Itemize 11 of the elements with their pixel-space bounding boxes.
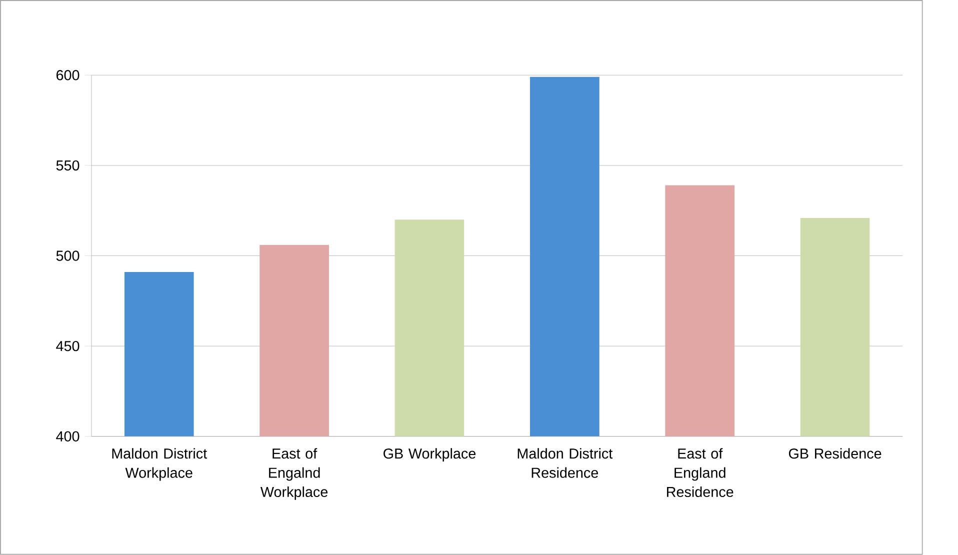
- y-tick-label: 400: [56, 431, 80, 442]
- x-tick-label: East of England Residence: [667, 448, 734, 498]
- x-tick-label: Maldon District Residence: [518, 448, 613, 478]
- y-tick-label: 450: [56, 341, 80, 352]
- y-tick-label: 600: [56, 70, 80, 80]
- x-tick-label: East of Engalnd Workplace: [260, 448, 328, 500]
- y-tick-label: 550: [56, 160, 80, 171]
- x-tick-label: GB Residence: [788, 448, 882, 459]
- x-tick-label: Maldon District Workplace: [112, 448, 207, 481]
- y-tick-label: 500: [56, 250, 80, 261]
- x-tick-label: GB Workplace: [384, 448, 476, 462]
